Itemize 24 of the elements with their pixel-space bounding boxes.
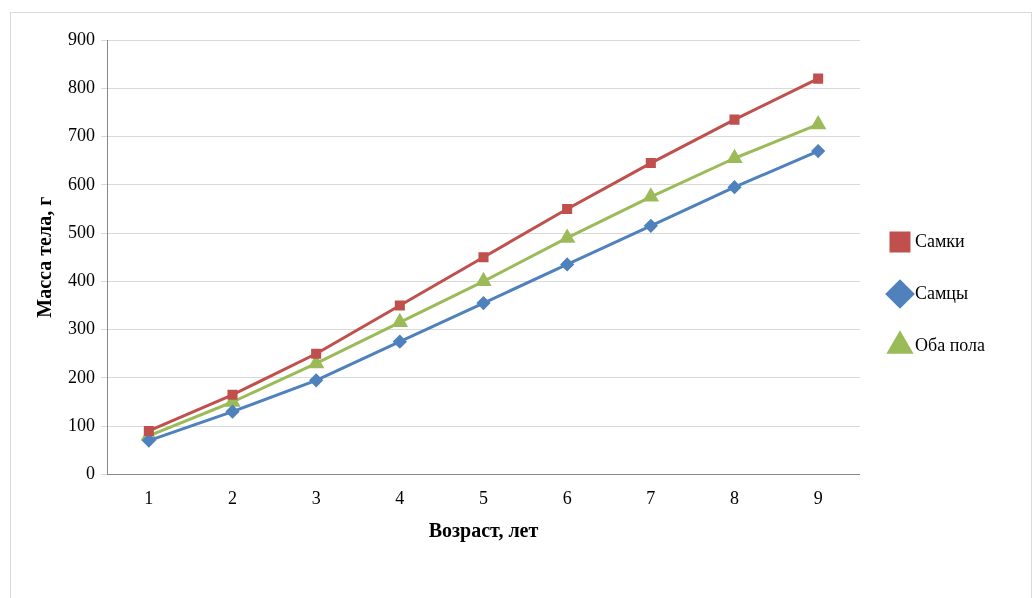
x-tick-label: 8 [729,487,739,508]
x-tick-label: 3 [311,487,321,508]
y-tick-label: 500 [68,221,95,242]
y-tick-label: 700 [68,125,95,146]
x-tick-label: 9 [813,487,823,508]
y-tick-label: 400 [68,270,95,291]
y-tick-label: 300 [68,318,95,339]
y-axis-title: Масса тела, г [33,196,56,318]
x-axis-title: Возраст, лет [428,519,539,543]
x-tick-label: 2 [228,487,237,508]
x-tick-label: 1 [144,487,154,508]
y-tick-label: 0 [86,463,95,484]
legend-label: Самки [914,230,966,251]
y-tick-label: 100 [68,414,95,435]
x-tick-label: 7 [646,487,656,508]
legend-label: Самцы [914,282,969,303]
y-tick-label: 800 [68,77,95,97]
y-tick-label: 900 [68,28,95,49]
legend-label: Оба пола [914,334,986,355]
y-tick-label: 600 [68,173,95,194]
x-tick-label: 5 [478,487,488,508]
x-tick-label: 4 [395,487,405,508]
y-tick-label: 200 [68,366,95,387]
x-tick-label: 6 [562,487,572,508]
